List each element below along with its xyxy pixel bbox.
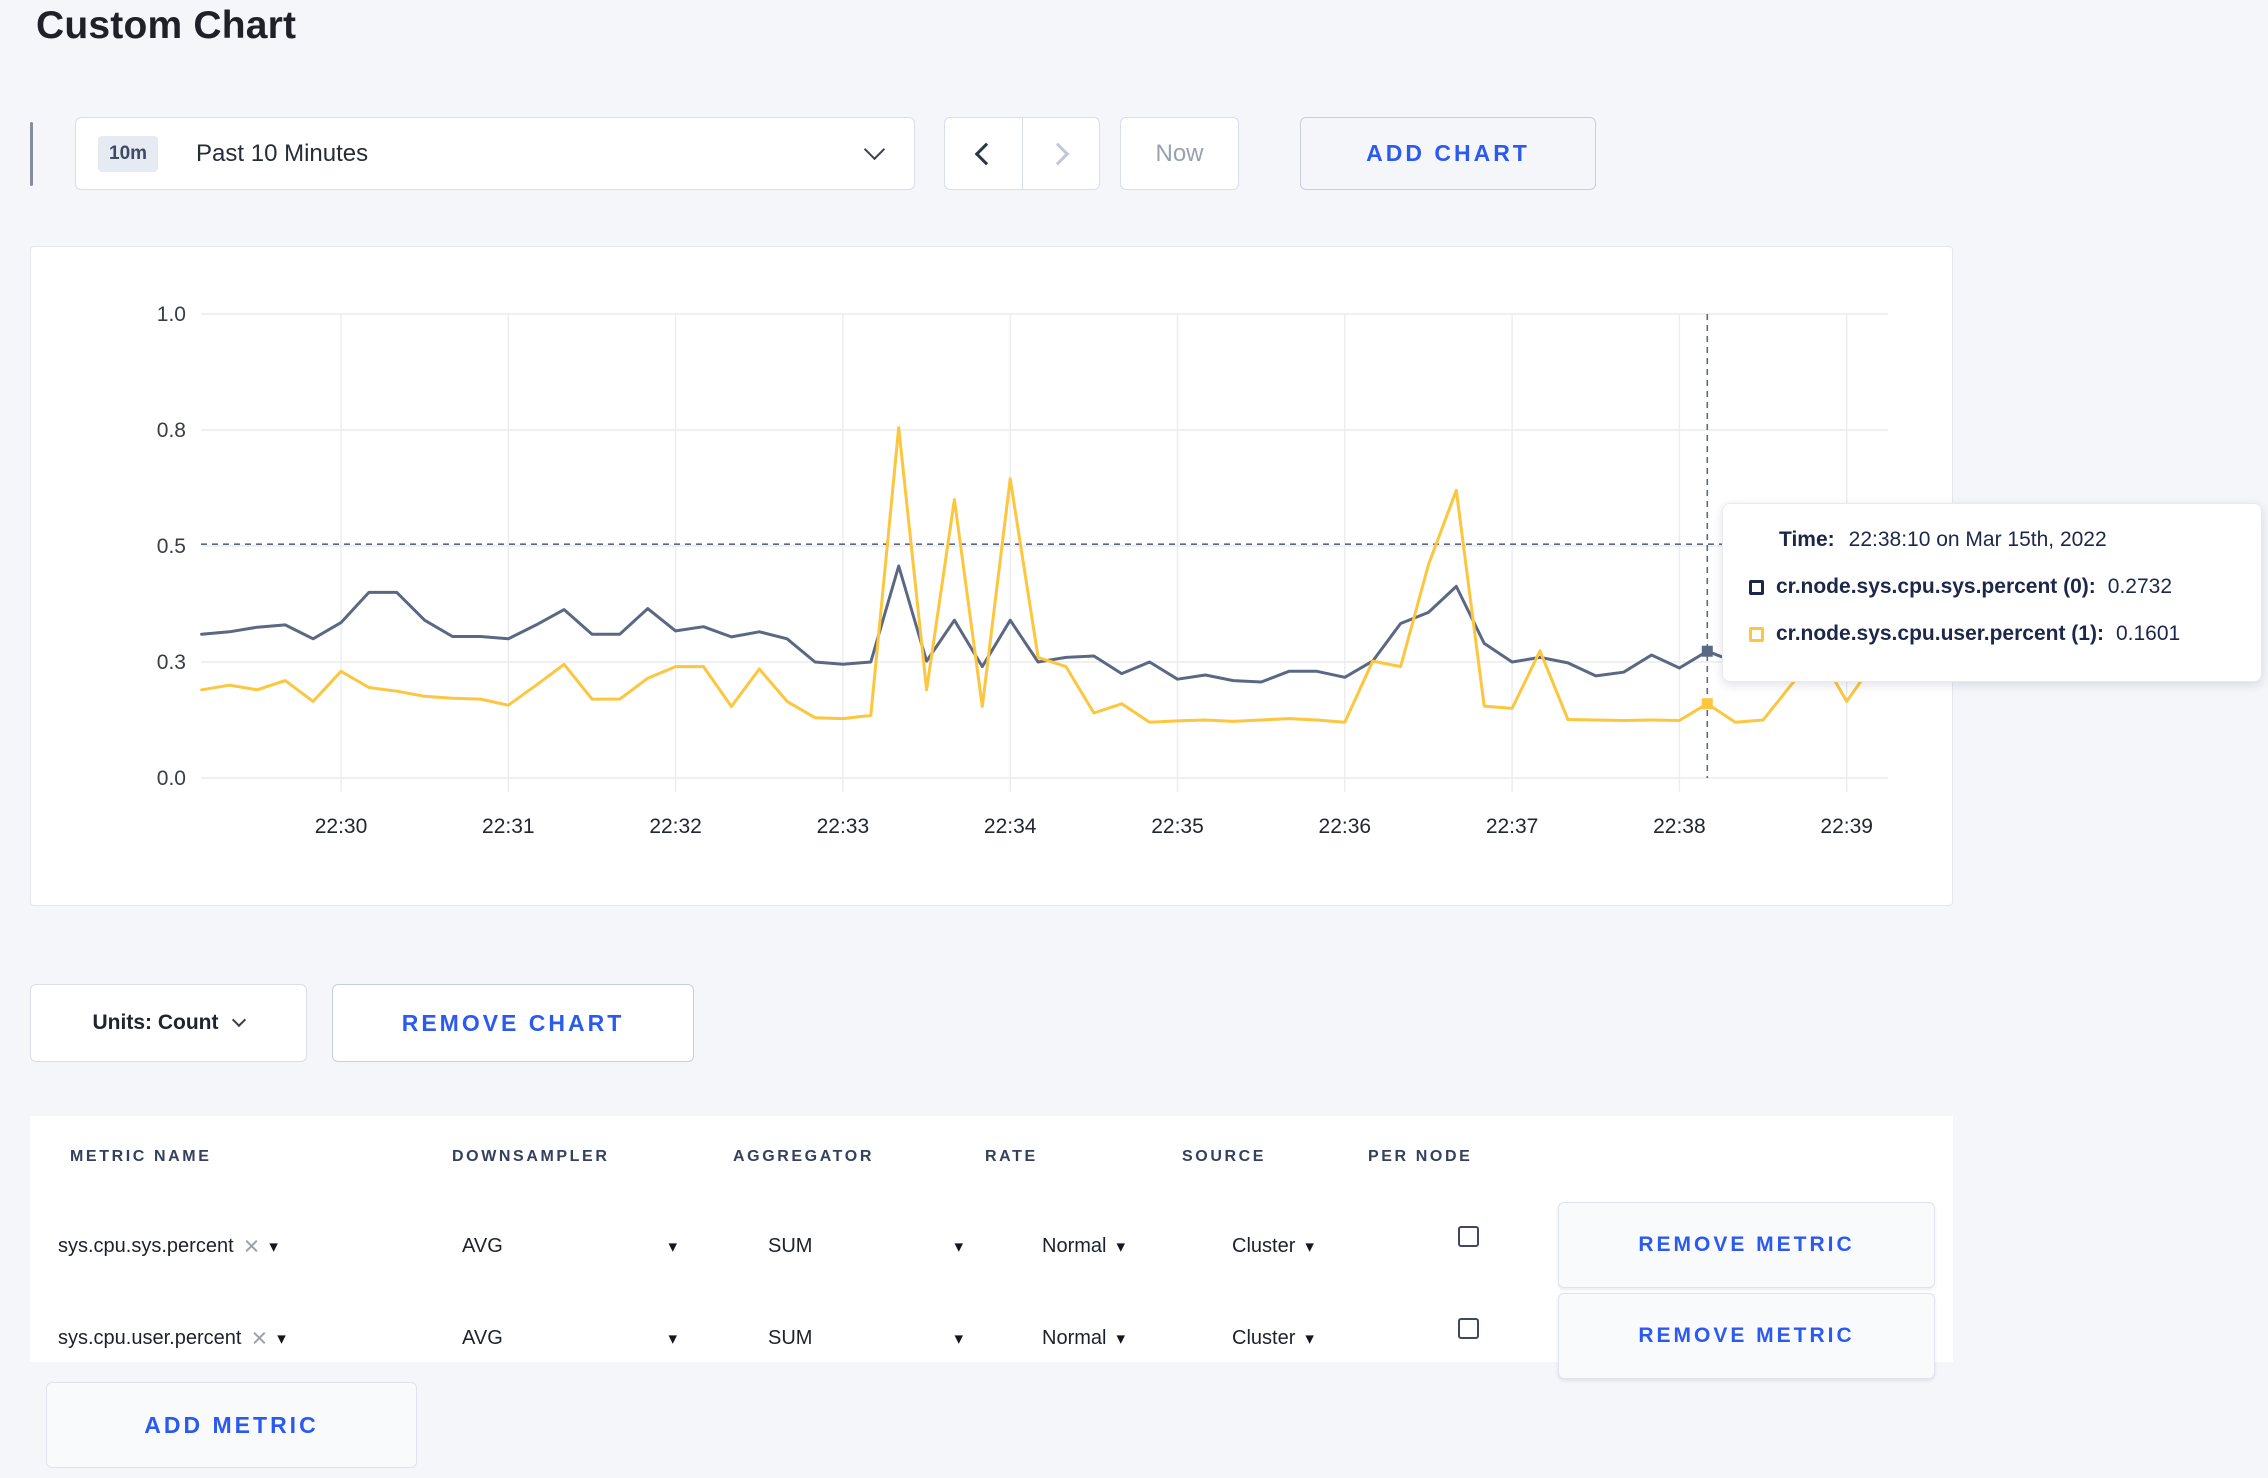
toolbar-divider: [30, 122, 33, 186]
user-series-swatch-icon: [1749, 626, 1764, 642]
aggregator-value: SUM: [768, 1326, 813, 1349]
metric-name-select[interactable]: sys.cpu.user.percent × ▾: [58, 1320, 286, 1356]
chart-panel: 0.0 0.3 0.5 0.8 1.0 22:30 22:31 22:32 22:33 22:34…: [30, 246, 1953, 906]
source-value: Cluster: [1232, 1234, 1296, 1257]
time-window-select[interactable]: 10m Past 10 Minutes: [75, 117, 915, 190]
units-label: Units: Count: [92, 1011, 219, 1034]
x-axis-tick-label: 22:31: [482, 815, 535, 838]
remove-metric-button[interactable]: REMOVE METRIC: [1558, 1202, 1935, 1288]
previous-time-button[interactable]: [945, 118, 1022, 189]
tooltip-series-row: cr.node.sys.cpu.sys.percent (0): 0.2732: [1749, 575, 2261, 599]
source-select[interactable]: Cluster ▾: [1232, 1320, 1314, 1356]
chart-tooltip: Time: 22:38:10 on Mar 15th, 2022 cr.node.…: [1722, 503, 2262, 682]
x-axis-tick-label: 22:35: [1151, 815, 1204, 838]
gridlines: 0.0 0.3 0.5 0.8 1.0 22:30 22:31 22:32 22:33 22:34…: [157, 303, 1888, 838]
clear-icon[interactable]: ×: [251, 1322, 268, 1353]
x-axis-tick-label: 22:36: [1319, 815, 1372, 838]
metric-name-select[interactable]: sys.cpu.sys.percent × ▾: [58, 1228, 278, 1264]
downsampler-value: AVG: [462, 1234, 503, 1257]
per-node-checkbox[interactable]: [1458, 1318, 1479, 1339]
tooltip-series-value: 0.1601: [2115, 622, 2181, 645]
column-header-source: SOURCE: [1182, 1148, 1267, 1165]
tooltip-series-row: cr.node.sys.cpu.user.percent (1): 0.1601: [1749, 622, 2261, 646]
rate-value: Normal: [1042, 1234, 1107, 1257]
rate-select[interactable]: Normal ▾: [1042, 1228, 1125, 1264]
x-axis-tick-label: 22:34: [984, 815, 1037, 838]
metric-name-value: sys.cpu.sys.percent: [58, 1234, 234, 1257]
chevron-down-icon: [863, 138, 886, 161]
clear-icon[interactable]: ×: [243, 1230, 260, 1261]
x-axis-tick-label: 22:32: [649, 815, 702, 838]
caret-down-icon: ▾: [269, 1236, 278, 1256]
y-axis-tick-label: 0.5: [157, 535, 186, 558]
caret-down-icon: ▾: [668, 1328, 677, 1348]
tooltip-series-value: 0.2732: [2107, 575, 2173, 598]
add-metric-button[interactable]: ADD METRIC: [46, 1382, 417, 1468]
downsampler-select[interactable]: AVG ▾: [462, 1228, 677, 1264]
rate-select[interactable]: Normal ▾: [1042, 1320, 1125, 1356]
source-value: Cluster: [1232, 1326, 1296, 1349]
series-line: [200, 426, 1877, 724]
remove-chart-button[interactable]: REMOVE CHART: [332, 984, 694, 1062]
caret-down-icon: ▾: [277, 1328, 286, 1348]
column-header-rate: RATE: [985, 1148, 1038, 1165]
next-time-button[interactable]: [1021, 118, 1100, 189]
aggregator-select[interactable]: SUM ▾: [768, 1320, 963, 1356]
units-select[interactable]: Units: Count: [30, 984, 307, 1062]
caret-down-icon: ▾: [954, 1236, 963, 1256]
x-axis-tick-label: 22:30: [315, 815, 368, 838]
per-node-checkbox[interactable]: [1458, 1226, 1479, 1247]
aggregator-value: SUM: [768, 1234, 813, 1257]
series-lines: [200, 426, 1877, 724]
column-header-metric-name: METRIC NAME: [70, 1148, 212, 1165]
rate-value: Normal: [1042, 1326, 1107, 1349]
tooltip-time-label: Time:: [1779, 528, 1835, 551]
y-axis-tick-label: 0.0: [157, 767, 186, 790]
time-window-label: Past 10 Minutes: [196, 139, 369, 167]
caret-down-icon: ▾: [954, 1328, 963, 1348]
x-axis-tick-label: 22:39: [1820, 815, 1873, 838]
tooltip-series-label: cr.node.sys.cpu.sys.percent (0):: [1776, 575, 2096, 598]
y-axis-tick-label: 0.8: [157, 419, 186, 442]
sys-series-swatch-icon: [1749, 579, 1764, 595]
remove-metric-button[interactable]: REMOVE METRIC: [1558, 1293, 1935, 1379]
metric-name-value: sys.cpu.user.percent: [58, 1326, 242, 1349]
source-select[interactable]: Cluster ▾: [1232, 1228, 1314, 1264]
caret-down-icon: ▾: [668, 1236, 677, 1256]
tooltip-series-label: cr.node.sys.cpu.user.percent (1):: [1776, 622, 2104, 645]
highlighted-point: [1701, 645, 1713, 657]
downsampler-select[interactable]: AVG ▾: [462, 1320, 677, 1356]
y-axis-tick-label: 1.0: [157, 303, 186, 326]
caret-down-icon: ▾: [1116, 1328, 1125, 1348]
add-chart-button[interactable]: ADD CHART: [1300, 117, 1596, 190]
highlighted-point: [1701, 698, 1713, 710]
now-button[interactable]: Now: [1120, 117, 1239, 190]
column-header-downsampler: DOWNSAMPLER: [452, 1148, 610, 1165]
chevron-left-icon: [974, 142, 998, 165]
time-window-badge: 10m: [98, 135, 159, 172]
caret-down-icon: ▾: [1305, 1328, 1314, 1348]
column-header-aggregator: AGGREGATOR: [733, 1148, 874, 1165]
chevron-right-icon: [1046, 142, 1070, 165]
downsampler-value: AVG: [462, 1326, 503, 1349]
page-title: Custom Chart: [36, 4, 297, 47]
aggregator-select[interactable]: SUM ▾: [768, 1228, 963, 1264]
time-step-buttons: [944, 117, 1100, 190]
tooltip-time-row: Time: 22:38:10 on Mar 15th, 2022: [1779, 528, 2261, 552]
x-axis-tick-label: 22:37: [1486, 815, 1539, 838]
series-line: [200, 564, 1877, 684]
x-axis-tick-label: 22:33: [817, 815, 870, 838]
y-axis-tick-label: 0.3: [157, 651, 186, 674]
caret-down-icon: ▾: [1116, 1236, 1125, 1256]
chevron-down-icon: [232, 1012, 247, 1028]
caret-down-icon: ▾: [1305, 1236, 1314, 1256]
x-axis-tick-label: 22:38: [1653, 815, 1706, 838]
column-header-per-node: PER NODE: [1368, 1148, 1473, 1165]
tooltip-time-value: 22:38:10 on Mar 15th, 2022: [1848, 528, 2107, 551]
timeseries-chart[interactable]: 0.0 0.3 0.5 0.8 1.0 22:30 22:31 22:32 22:33 22:34…: [31, 247, 1954, 907]
